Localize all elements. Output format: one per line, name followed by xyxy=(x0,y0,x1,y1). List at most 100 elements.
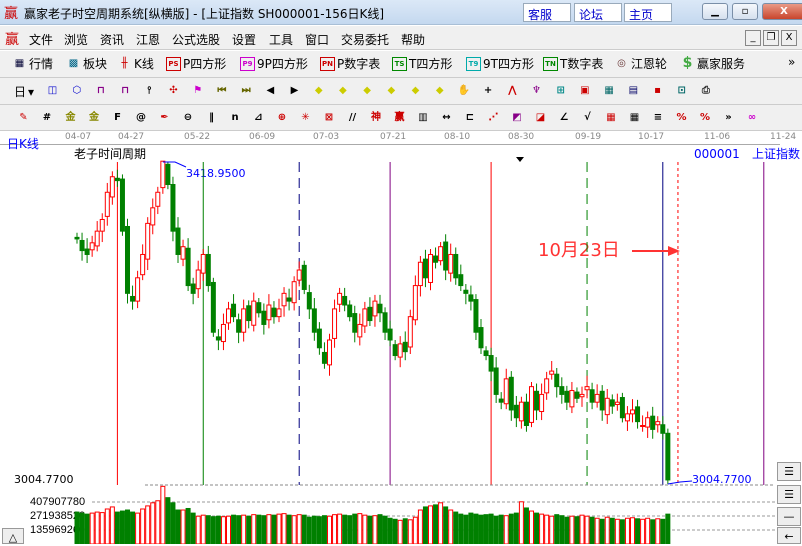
sector-button[interactable]: ▩ 板块 xyxy=(66,55,107,72)
slash-icon[interactable]: // xyxy=(348,112,357,123)
spiral-icon[interactable]: @ xyxy=(136,112,146,123)
diamond-left-icon[interactable]: ◆ xyxy=(314,85,323,96)
forum-link[interactable]: 论坛 xyxy=(574,3,622,22)
notes-icon[interactable]: ▤ xyxy=(628,85,639,96)
grid3-icon[interactable]: ▦ xyxy=(629,112,640,123)
pencil-icon[interactable]: ✎ xyxy=(19,112,28,123)
left-icon[interactable]: ◀ xyxy=(266,85,275,96)
n2-icon[interactable]: n xyxy=(231,112,239,123)
gold1-icon[interactable]: 金 xyxy=(65,112,76,123)
p-table-button[interactable]: PN P数字表 xyxy=(320,55,380,72)
ruler-icon[interactable]: ▥ xyxy=(418,112,428,123)
calendar-icon[interactable]: ◫ xyxy=(47,85,58,96)
diag-icon[interactable]: ≡ xyxy=(653,112,663,123)
menu-window[interactable]: 窗口 xyxy=(305,33,330,47)
box-fan2-icon[interactable]: ◪ xyxy=(535,112,546,123)
date-icon[interactable]: ▣ xyxy=(580,85,590,96)
wave3-icon[interactable]: ⊓ xyxy=(96,85,105,96)
menu-file[interactable]: 文件 xyxy=(29,33,54,47)
grid2-icon[interactable]: ▦ xyxy=(606,112,616,123)
win-icon[interactable]: 赢 xyxy=(394,112,405,123)
overflow-icon[interactable]: » xyxy=(725,112,732,123)
p-table-label: P数字表 xyxy=(337,57,381,71)
diamond-up-icon[interactable]: ◆ xyxy=(411,85,420,96)
last-icon[interactable]: ⏭ xyxy=(241,85,251,96)
line-icon[interactable]: ⋀ xyxy=(508,85,517,96)
close-button[interactable]: X xyxy=(762,3,802,20)
menu-help[interactable]: 帮助 xyxy=(401,33,426,47)
box-x-icon[interactable]: ⊠ xyxy=(324,112,334,123)
hex-icon[interactable]: ⬡ xyxy=(72,85,82,96)
fan-lines-icon[interactable]: ⋰ xyxy=(488,112,499,123)
menu-tools[interactable]: 工具 xyxy=(269,33,294,47)
save-icon[interactable]: ▪ xyxy=(654,85,661,96)
layout-button[interactable]: ☰ xyxy=(777,485,801,504)
calculator-icon[interactable]: ▦ xyxy=(604,85,614,96)
9t-square-button[interactable]: T9 9T四方形 xyxy=(466,55,534,72)
homepage-link[interactable]: 主页 xyxy=(624,3,672,22)
menu-formula[interactable]: 公式选股 xyxy=(172,33,221,47)
star-icon[interactable]: ✳ xyxy=(301,112,310,123)
toolbar-overflow-icon[interactable]: » xyxy=(788,55,796,69)
kline-button[interactable]: ╫ K线 xyxy=(117,55,153,72)
t-square-button[interactable]: TS T四方形 xyxy=(392,55,452,72)
9p-square-button[interactable]: P9 9P四方形 xyxy=(240,55,308,72)
network-icon[interactable]: ⊡ xyxy=(677,85,686,96)
angle2-icon[interactable]: ∠ xyxy=(559,112,569,123)
brush-icon[interactable]: ✒ xyxy=(160,112,169,123)
right-icon[interactable]: ▶ xyxy=(290,85,299,96)
zoom-out-button[interactable]: — xyxy=(777,507,801,526)
candle-icon[interactable]: ⫯ xyxy=(147,85,152,96)
f-icon[interactable]: F xyxy=(114,112,121,123)
maximize-button[interactable]: ▫ xyxy=(732,3,758,20)
menu-trade[interactable]: 交易委托 xyxy=(341,33,390,47)
infinity-icon[interactable]: ∞ xyxy=(747,112,757,123)
gann-wheel-button[interactable]: ◎ 江恩轮 xyxy=(614,55,667,72)
hand-icon[interactable]: ✋ xyxy=(457,85,471,96)
fan-icon[interactable]: ♆ xyxy=(532,85,541,96)
parallel-icon[interactable]: ‖ xyxy=(209,112,214,123)
zoom-in-button[interactable]: ☰ xyxy=(777,462,801,481)
circle-icon[interactable]: ⊖ xyxy=(183,112,193,123)
v-icon[interactable]: √ xyxy=(584,112,591,123)
hash-icon[interactable]: # xyxy=(42,112,52,123)
target-icon[interactable]: ⊕ xyxy=(277,112,287,123)
menu-browse[interactable]: 浏览 xyxy=(64,33,89,47)
pct2-icon[interactable]: % xyxy=(699,112,711,123)
mdi-close-button[interactable]: X xyxy=(781,30,797,46)
volume-bar xyxy=(453,511,459,544)
diamond-right-icon[interactable]: ◆ xyxy=(339,85,347,96)
angle-icon[interactable]: ⊿ xyxy=(254,112,263,123)
frame-icon[interactable]: ⊏ xyxy=(465,112,475,123)
width-icon[interactable]: ↔ xyxy=(442,112,451,123)
pct1-icon[interactable]: % xyxy=(676,112,687,123)
back-button[interactable]: ← xyxy=(777,527,801,544)
wave9-icon[interactable]: ⊓ xyxy=(121,85,130,96)
menu-news[interactable]: 资讯 xyxy=(100,33,125,47)
period-select[interactable]: 日 ▾ xyxy=(14,84,35,100)
service-button[interactable]: $ 赢家服务 xyxy=(680,55,745,72)
diamond-x-icon[interactable]: ◆ xyxy=(387,85,396,96)
expand-button[interactable]: △ xyxy=(2,528,24,544)
diamond-icon[interactable]: ◆ xyxy=(363,85,371,96)
box-fan-icon[interactable]: ◩ xyxy=(512,112,522,123)
mdi-restore-button[interactable]: ❐ xyxy=(763,30,779,46)
t-table-button[interactable]: TN T数字表 xyxy=(543,55,603,72)
crosshair-icon[interactable]: + xyxy=(483,85,493,96)
mdi-minimize-button[interactable]: _ xyxy=(745,30,761,46)
god-icon[interactable]: 神 xyxy=(371,112,381,123)
menu-settings[interactable]: 设置 xyxy=(232,33,257,47)
grid-icon[interactable]: ⊞ xyxy=(556,85,565,96)
print-icon[interactable]: ⎙ xyxy=(701,85,710,96)
pattern-icon[interactable]: ✣ xyxy=(169,85,178,96)
flag-icon[interactable]: ⚑ xyxy=(193,85,203,96)
p-square-button[interactable]: PS P四方形 xyxy=(166,55,226,72)
gold2-icon[interactable]: 金 xyxy=(89,112,99,123)
quote-button[interactable]: ▦ 行情 xyxy=(12,55,53,72)
minimize-button[interactable]: ▁ xyxy=(702,3,728,20)
customer-service-link[interactable]: 客服 xyxy=(523,3,571,22)
diamond-plus-icon[interactable]: ◆ xyxy=(435,85,444,96)
first-icon[interactable]: ⏮ xyxy=(217,85,227,96)
menu-gann[interactable]: 江恩 xyxy=(136,33,161,47)
